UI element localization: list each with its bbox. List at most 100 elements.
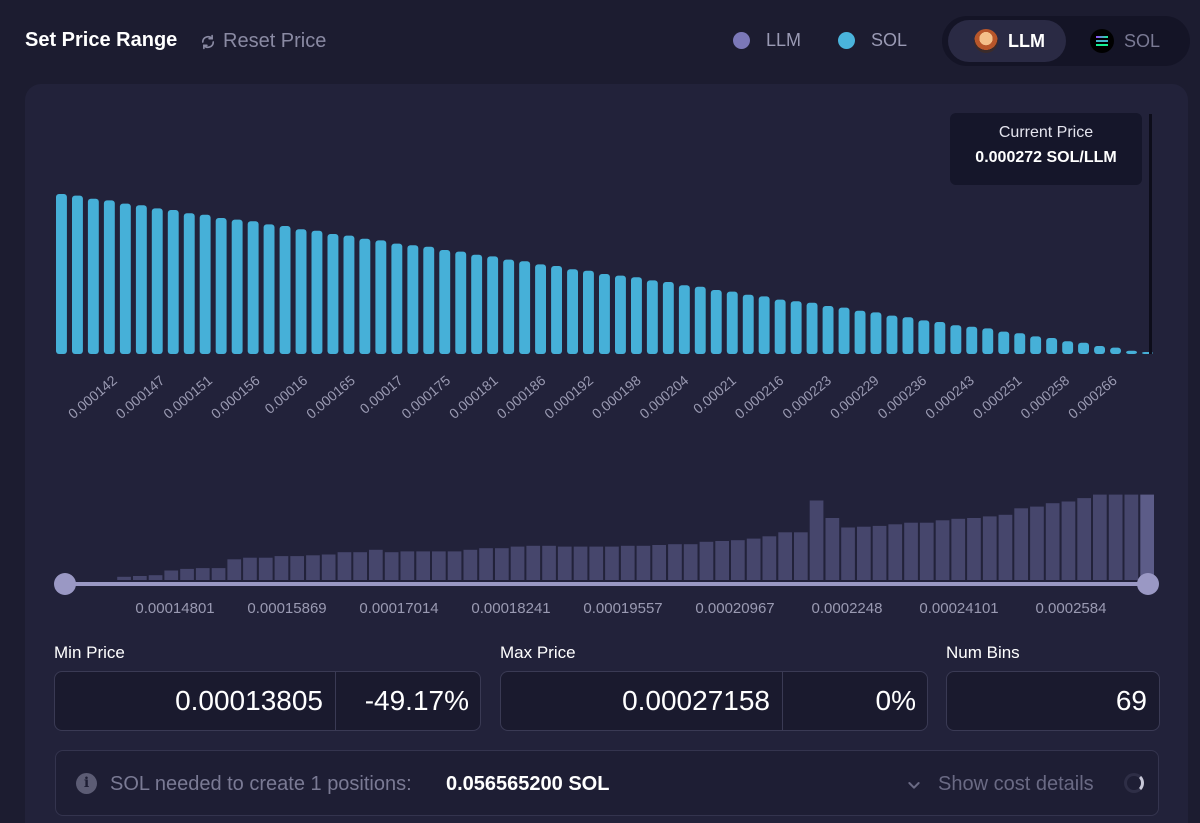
range-bar bbox=[1014, 508, 1028, 580]
range-bar bbox=[337, 552, 352, 580]
liquidity-bar bbox=[758, 296, 770, 354]
range-bar bbox=[982, 516, 997, 580]
toggle-llm-button[interactable]: LLM bbox=[948, 20, 1066, 62]
liquidity-bar bbox=[455, 251, 467, 354]
range-bar bbox=[479, 548, 493, 580]
liquidity-x-tick-label: 0.000198 bbox=[589, 372, 644, 422]
range-bar bbox=[227, 559, 242, 580]
range-bar bbox=[668, 544, 682, 580]
num-bins-label: Num Bins bbox=[946, 643, 1020, 662]
min-price-field: 0.00013805 -49.17% bbox=[54, 671, 481, 731]
liquidity-bar bbox=[471, 254, 483, 354]
liquidity-x-tick-label: 0.000156 bbox=[208, 372, 263, 422]
liquidity-bar bbox=[870, 312, 882, 354]
max-price-handle[interactable] bbox=[1137, 573, 1159, 595]
range-bar bbox=[180, 568, 194, 580]
range-bar bbox=[967, 518, 981, 580]
liquidity-bar bbox=[1046, 338, 1058, 354]
current-price-value: 0.000272 SOL/LLM bbox=[975, 149, 1117, 166]
cost-info-amount: 0.056565200 SOL bbox=[446, 773, 610, 795]
range-bar bbox=[369, 549, 383, 580]
toggle-sol-button[interactable]: SOL bbox=[1082, 20, 1186, 62]
liquidity-bar bbox=[1110, 347, 1121, 354]
range-bar bbox=[951, 518, 966, 580]
sol-dot-icon bbox=[838, 32, 855, 49]
liquidity-bar bbox=[1014, 333, 1026, 354]
liquidity-bar bbox=[87, 198, 99, 354]
refresh-icon bbox=[201, 34, 215, 49]
range-bar bbox=[1140, 494, 1154, 580]
min-price-input[interactable]: 0.00013805 bbox=[175, 685, 323, 716]
reset-price-button[interactable]: Reset Price bbox=[199, 30, 326, 53]
liquidity-bar bbox=[1094, 346, 1105, 354]
liquidity-x-tick-label: 0.000236 bbox=[874, 372, 929, 422]
liquidity-bar bbox=[391, 243, 403, 354]
legend-sol: SOL bbox=[838, 30, 907, 51]
range-bar bbox=[1077, 498, 1091, 580]
range-bar bbox=[495, 548, 509, 580]
current-price-label: Current Price bbox=[998, 124, 1094, 141]
range-bar bbox=[746, 538, 761, 580]
range-bar bbox=[164, 570, 179, 580]
liquidity-bar bbox=[1030, 336, 1042, 354]
range-bar bbox=[1061, 501, 1076, 580]
range-bar bbox=[258, 557, 273, 580]
liquidity-bar bbox=[790, 301, 802, 354]
liquidity-x-tick-label: 0.000223 bbox=[779, 372, 834, 422]
show-cost-details-button[interactable]: Show cost details bbox=[906, 773, 1094, 796]
liquidity-bar bbox=[295, 229, 307, 354]
liquidity-bar bbox=[535, 264, 546, 354]
page-title: Set Price Range bbox=[25, 29, 178, 51]
range-bar bbox=[919, 522, 934, 580]
liquidity-bar bbox=[726, 291, 738, 354]
range-bar bbox=[904, 522, 918, 580]
range-x-tick-label: 0.00015869 bbox=[247, 600, 326, 617]
liquidity-bar bbox=[615, 275, 626, 354]
reset-price-label: Reset Price bbox=[223, 30, 327, 52]
range-bar bbox=[715, 541, 729, 580]
range-bar bbox=[432, 551, 446, 580]
range-bar bbox=[935, 520, 950, 580]
loading-spinner-icon bbox=[1124, 773, 1144, 793]
liquidity-x-tick-label: 0.000204 bbox=[636, 372, 691, 422]
min-price-handle[interactable] bbox=[54, 573, 76, 595]
range-bar bbox=[841, 527, 855, 580]
range-bar bbox=[888, 524, 903, 580]
liquidity-bar bbox=[742, 294, 754, 354]
range-bar bbox=[243, 557, 257, 580]
liquidity-bar bbox=[135, 205, 147, 354]
range-bar bbox=[211, 568, 226, 580]
range-bar bbox=[290, 556, 304, 580]
min-price-divider bbox=[335, 672, 336, 730]
min-price-percent-input[interactable]: -49.17% bbox=[364, 685, 469, 716]
liquidity-bar bbox=[551, 266, 562, 354]
range-bar bbox=[416, 551, 430, 580]
range-bar bbox=[683, 544, 698, 580]
max-price-input[interactable]: 0.00027158 bbox=[622, 685, 770, 716]
range-bar bbox=[400, 551, 415, 580]
token-toggle: LLM SOL bbox=[942, 16, 1190, 66]
liquidity-bar bbox=[167, 210, 179, 354]
legend-llm-label: LLM bbox=[766, 30, 802, 50]
num-bins-input[interactable]: 69 bbox=[1115, 685, 1147, 716]
toggle-sol-label: SOL bbox=[1124, 30, 1161, 51]
range-x-tick-label: 0.00017014 bbox=[359, 600, 438, 617]
liquidity-bar bbox=[774, 299, 786, 354]
liquidity-x-tick-label: 0.000186 bbox=[493, 372, 548, 422]
liquidity-bar bbox=[583, 270, 594, 354]
info-icon: i bbox=[76, 773, 97, 794]
range-bar bbox=[998, 514, 1013, 580]
liquidity-x-tick-label: 0.000251 bbox=[970, 372, 1025, 422]
max-price-percent-input[interactable]: 0% bbox=[875, 685, 916, 716]
liquidity-bar bbox=[1126, 350, 1137, 354]
range-x-tick-label: 0.00014801 bbox=[135, 600, 214, 617]
liquidity-bar bbox=[199, 214, 211, 354]
liquidity-bar bbox=[263, 224, 275, 354]
liquidity-bar bbox=[982, 328, 994, 354]
liquidity-bar bbox=[375, 240, 387, 354]
liquidity-bar bbox=[631, 277, 642, 354]
liquidity-x-tick-label: 0.000216 bbox=[732, 372, 787, 422]
range-bar bbox=[274, 556, 289, 580]
liquidity-bar bbox=[311, 230, 323, 354]
liquidity-bar bbox=[998, 331, 1010, 354]
